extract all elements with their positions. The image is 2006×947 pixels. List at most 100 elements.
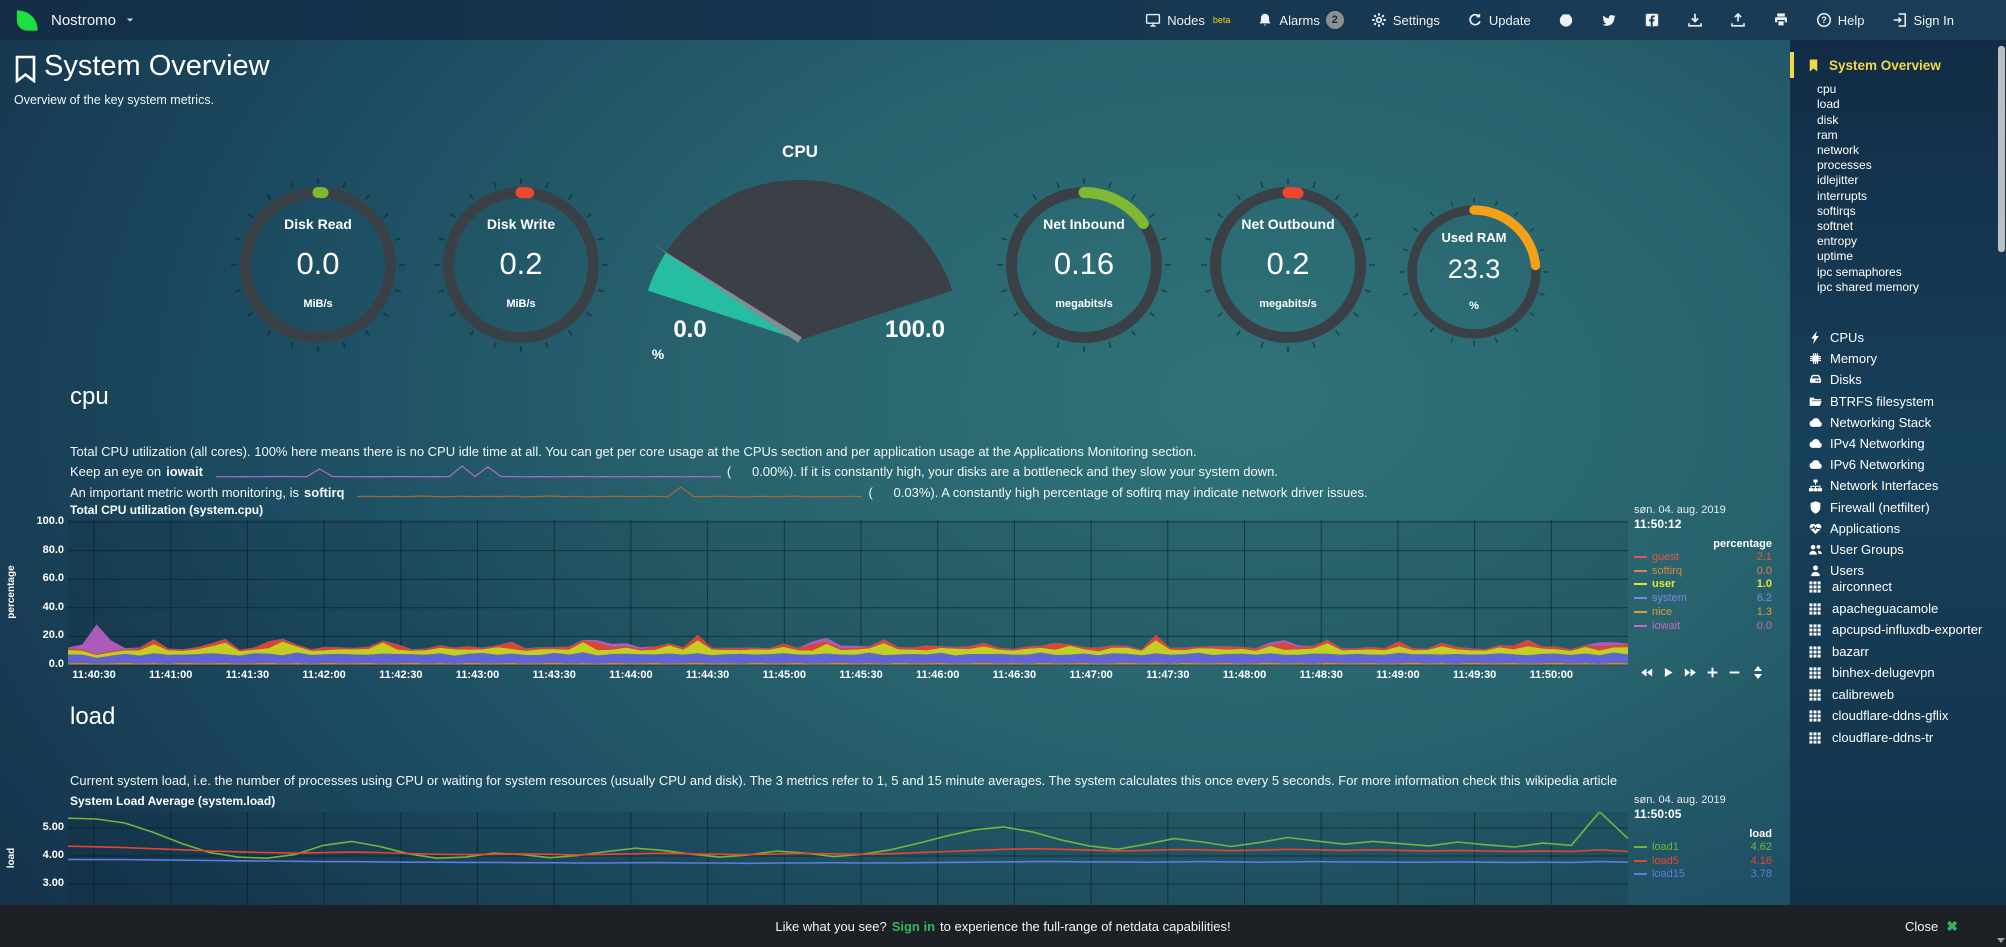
legend-row-load1[interactable]: load1 4.62	[1634, 840, 1772, 854]
legend-row-softirq[interactable]: softirq 0.0	[1634, 564, 1772, 578]
sidebar-item-applications[interactable]: Applications	[1790, 519, 2006, 540]
legend-swatch	[1634, 597, 1647, 600]
twitter-icon	[1602, 15, 1616, 26]
xtick-label: 11:43:30	[532, 669, 576, 681]
sidebar-subitem-interrupts[interactable]: interrupts	[1817, 188, 1868, 203]
sidebar-subitem-idlejitter[interactable]: idlejitter	[1817, 173, 1859, 188]
gauge-net-inbound[interactable]: Net Inbound 0.16 megabits/s	[995, 176, 1173, 354]
sidebar-app-label: binhex-delugevpn	[1832, 665, 1935, 680]
pan-forward-button[interactable]	[1684, 666, 1697, 679]
sidebar-item-ipv6-networking[interactable]: IPv6 Networking	[1790, 455, 2006, 476]
xtick-label: 11:42:30	[379, 669, 423, 681]
sidebar-subitem-load[interactable]: load	[1817, 97, 1840, 112]
gauge-net-outbound[interactable]: Net Outbound 0.2 megabits/s	[1199, 176, 1377, 354]
sidebar-subitem-softnet[interactable]: softnet	[1817, 218, 1854, 233]
sidebar-item-disks[interactable]: Disks	[1790, 370, 2006, 391]
settings-button[interactable]: Settings	[1371, 12, 1440, 28]
sidebar-item-network-interfaces[interactable]: Network Interfaces	[1790, 476, 2006, 497]
gauge-disk-write[interactable]: Disk Write 0.2 MiB/s	[432, 176, 610, 354]
sidebar-item-cpus[interactable]: CPUs	[1790, 328, 2006, 349]
ytick-label: 3.00	[42, 877, 64, 889]
signin-button[interactable]: Sign In	[1892, 12, 1954, 28]
legend-swatch	[1634, 583, 1647, 586]
upload-button[interactable]	[1730, 12, 1746, 28]
sidebar-app-binhex-delugevpn[interactable]: binhex-delugevpn	[1790, 662, 1988, 684]
sidebar-item-user-groups[interactable]: User Groups	[1790, 540, 2006, 561]
sidebar-item-label: Applications	[1830, 520, 1901, 536]
sidebar-subitem-softirqs[interactable]: softirqs	[1817, 203, 1856, 218]
sidebar-item-system-overview[interactable]: System Overview	[1790, 52, 2006, 78]
update-button[interactable]: Update	[1467, 12, 1531, 28]
sidebar-subitem-entropy[interactable]: entropy	[1817, 234, 1858, 249]
gauge-disk-read[interactable]: Disk Read 0.0 MiB/s	[229, 176, 407, 354]
hostname-dropdown[interactable]: Nostromo	[51, 11, 117, 29]
netdata-logo-icon[interactable]	[14, 8, 41, 32]
sidebar-item-networking-stack[interactable]: Networking Stack	[1790, 413, 2006, 434]
alarms-button[interactable]: Alarms 2	[1257, 11, 1344, 29]
legend-row-iowait[interactable]: iowait 0.0	[1634, 619, 1772, 633]
gauge-title: Used RAM	[1441, 230, 1507, 245]
github-button[interactable]	[1558, 12, 1574, 28]
sidebar-subitem-ram[interactable]: ram	[1817, 127, 1838, 142]
text: Current system load, i.e. the number of …	[70, 772, 1521, 788]
sidebar-subitem-disk[interactable]: disk	[1817, 112, 1839, 127]
legend-series-name: load15	[1652, 868, 1686, 881]
banner-close[interactable]: Close ✖	[1905, 918, 1958, 935]
sidebar-item-label: CPUs	[1830, 330, 1864, 345]
update-icon	[1469, 13, 1481, 26]
scrollbar-thumb[interactable]	[1998, 46, 2005, 252]
zoom-in-button[interactable]	[1706, 666, 1719, 679]
xtick-label: 11:45:30	[839, 669, 883, 681]
zoom-out-button[interactable]	[1728, 666, 1741, 679]
sidebar-subitem-cpu[interactable]: cpu	[1817, 82, 1837, 97]
pan-backward-button[interactable]	[1640, 666, 1653, 679]
scrollbar-down-arrow[interactable]	[1997, 936, 2005, 944]
legend-row-nice[interactable]: nice 1.3	[1634, 605, 1772, 619]
sidebar-app-calibreweb[interactable]: calibreweb	[1790, 684, 1988, 706]
nodes-button[interactable]: Nodes beta	[1145, 12, 1230, 28]
twitter-button[interactable]	[1601, 12, 1617, 28]
sidebar-subitem-processes[interactable]: processes	[1817, 158, 1872, 173]
print-button[interactable]	[1773, 12, 1789, 28]
sidebar-subitem-ipc-semaphores[interactable]: ipc semaphores	[1817, 264, 1902, 279]
sidebar-subitem-uptime[interactable]: uptime	[1817, 249, 1854, 264]
gauge-cpu[interactable]: CPU 10.5 0.0 100.0 %	[640, 142, 960, 362]
sidebar-app-apacheguacamole[interactable]: apacheguacamole	[1790, 598, 1988, 620]
sidebar-item-firewall-netfilter-[interactable]: Firewall (netfilter)	[1790, 498, 2006, 519]
signin-link[interactable]: Sign in	[891, 918, 936, 934]
sidebar-item-users[interactable]: Users	[1790, 561, 2006, 582]
gauge-used-ram[interactable]: Used RAM 23.3 %	[1398, 196, 1550, 348]
wikipedia-link[interactable]: wikipedia article	[1525, 772, 1618, 788]
sidebar-subitem-ipc-shared-memory[interactable]: ipc shared memory	[1817, 279, 1920, 294]
legend-row-load5[interactable]: load5 4.16	[1634, 854, 1772, 868]
upload-icon	[1730, 12, 1745, 27]
close-icon[interactable]: ✖	[1946, 917, 1958, 934]
help-button[interactable]: ? Help	[1816, 12, 1865, 28]
sidebar-app-apcupsd-influxdb-exporter[interactable]: apcupsd-influxdb-exporter	[1790, 619, 1988, 641]
sidebar-item-label: Users	[1830, 563, 1864, 579]
legend-series-name: load1	[1652, 840, 1679, 853]
sidebar-app-bazarr[interactable]: bazarr	[1790, 641, 1988, 663]
legend-row-load15[interactable]: load15 3.78	[1634, 868, 1772, 882]
gauge-value: 0.2	[499, 246, 543, 281]
legend-row-system[interactable]: system 6.2	[1634, 591, 1772, 605]
sidebar-item-btrfs-filesystem[interactable]: BTRFS filesystem	[1790, 392, 2006, 413]
load-chart-legend: søn. 04. aug. 2019 11:50:05 load load1 4.…	[1634, 794, 1772, 881]
legend-row-user[interactable]: user 1.0	[1634, 578, 1772, 592]
legend-row-guest[interactable]: guest 2.1	[1634, 550, 1772, 564]
chevron-down-icon[interactable]	[125, 15, 135, 25]
sidebar-app-cloudflare-ddns-tr[interactable]: cloudflare-ddns-tr	[1790, 727, 1988, 749]
sidebar-item-memory[interactable]: Memory	[1790, 349, 2006, 370]
sidebar-app-airconnect[interactable]: airconnect	[1790, 576, 1988, 598]
sidebar-subitem-network[interactable]: network	[1817, 143, 1860, 158]
print-icon	[1774, 13, 1787, 27]
facebook-button[interactable]	[1644, 12, 1660, 28]
cpu-chart-legend: søn. 04. aug. 2019 11:50:12 percentage g…	[1634, 504, 1772, 633]
sidebar-item-ipv4-networking[interactable]: IPv4 Networking	[1790, 434, 2006, 455]
sidebar-sections: CPUs Memory Disks BTRFS filesystem Networkin…	[1790, 328, 2006, 582]
cpu-chart-plot[interactable]	[68, 520, 1628, 666]
download-button[interactable]	[1687, 12, 1703, 28]
sidebar-app-cloudflare-ddns-gflix[interactable]: cloudflare-ddns-gflix	[1790, 705, 1988, 727]
chart-resize-handle[interactable]	[1752, 666, 1764, 684]
play-button[interactable]	[1662, 666, 1675, 679]
